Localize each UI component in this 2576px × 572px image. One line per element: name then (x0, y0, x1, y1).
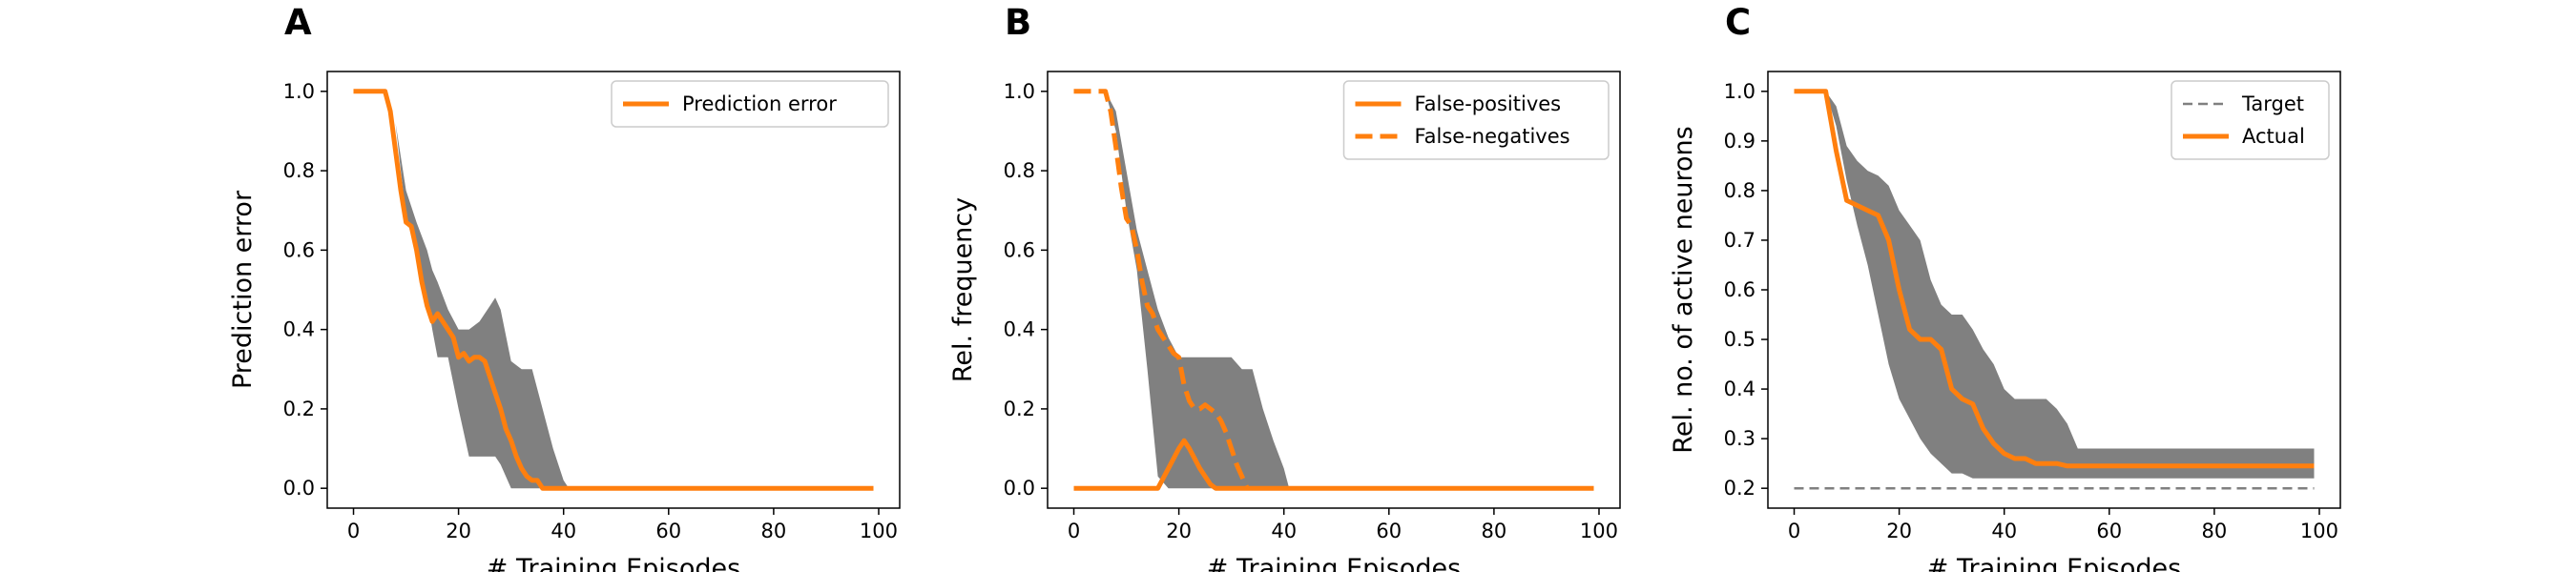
panel-c-ytick-label: 0.6 (1724, 278, 1755, 301)
panel-c-series-1 (1794, 89, 2315, 469)
panel-b-legend-label-1: False-negatives (1415, 125, 1570, 148)
panel-a-xlabel: # Training Episodes (487, 554, 740, 572)
panel-c-label: C (1725, 2, 1751, 43)
panel-a-legend (611, 80, 889, 128)
panel-c-ytick-label: 0.2 (1724, 477, 1755, 500)
panel-b-series-0 (1073, 438, 1594, 491)
panel-c-xtick-label: 20 (1886, 520, 1912, 542)
panel-b (1073, 89, 1594, 491)
panel-c-ytick-label: 0.5 (1724, 328, 1755, 351)
panel-a-frame (326, 71, 901, 509)
panel-b-xtick-label: 0 (1068, 520, 1080, 542)
panel-b-legend-label-0: False-positives (1415, 92, 1562, 115)
panel-c-xtick-label: 0 (1788, 520, 1800, 542)
panel-c-xlabel: # Training Episodes (1927, 554, 2181, 572)
panel-a-xtick-label: 80 (761, 520, 787, 542)
panel-a (353, 89, 874, 491)
panel-a-ytick-label: 0.2 (283, 398, 315, 420)
panel-c-xtick-label: 80 (2202, 520, 2228, 542)
panel-c-xtick-label: 60 (2096, 520, 2122, 542)
panel-c-legend-label-1: Actual (2242, 125, 2305, 148)
panel-b-label: B (1005, 2, 1031, 43)
panel-a-band (353, 91, 874, 489)
panel-a-xtick-label: 100 (860, 520, 898, 542)
panel-a-xtick-label: 60 (655, 520, 681, 542)
panel-b-ytick-label: 0.0 (1004, 477, 1035, 500)
panel-b-xtick-label: 80 (1482, 520, 1507, 542)
panel-c-ytick-label: 1.0 (1724, 80, 1755, 103)
panel-c-legend (2171, 80, 2330, 160)
panel-c-xtick-label: 40 (1991, 520, 2017, 542)
panel-c-band (1794, 91, 2315, 479)
panel-a-xtick-label: 40 (551, 520, 576, 542)
panel-c (1794, 89, 2315, 490)
panel-b-series-1 (1073, 89, 1250, 490)
panel-a-ytick-label: 0.8 (283, 159, 315, 182)
panel-b-ylabel: Rel. frequency (948, 197, 978, 382)
panel-c-ylabel: Rel. no. of active neurons (1669, 126, 1698, 453)
panel-b-ytick-label: 0.2 (1004, 398, 1035, 420)
panel-a-ylabel: Prediction error (228, 190, 258, 389)
panel-a-ytick-label: 0.4 (283, 318, 315, 341)
panel-c-xtick-label: 100 (2300, 520, 2338, 542)
panel-b-ytick-label: 0.4 (1004, 318, 1035, 341)
panel-b-legend (1342, 80, 1610, 160)
panel-b-xtick-label: 20 (1166, 520, 1192, 542)
panel-a-ytick-label: 1.0 (283, 80, 315, 103)
panel-c-ytick-label: 0.7 (1724, 229, 1755, 252)
panel-b-xtick-label: 100 (1580, 520, 1618, 542)
panel-c-ytick-label: 0.9 (1724, 130, 1755, 153)
panel-a-xtick-label: 20 (446, 520, 471, 542)
panel-c-ytick-label: 0.8 (1724, 179, 1755, 202)
panel-a-xtick-label: 0 (347, 520, 360, 542)
panel-b-ytick-label: 0.6 (1004, 238, 1035, 261)
panel-c-ytick-label: 0.3 (1724, 427, 1755, 450)
panel-b-xtick-label: 60 (1376, 520, 1402, 542)
panel-a-series-0 (353, 89, 874, 491)
panel-b-frame (1047, 71, 1621, 509)
panel-b-ytick-label: 0.8 (1004, 159, 1035, 182)
panel-b-xtick-label: 40 (1271, 520, 1297, 542)
panel-a-legend-label-0: Prediction error (682, 92, 837, 115)
panel-a-label: A (284, 2, 312, 43)
panel-a-ytick-label: 0.6 (283, 238, 315, 261)
panel-b-xlabel: # Training Episodes (1207, 554, 1461, 572)
panel-a-ytick-label: 0.0 (283, 477, 315, 500)
panel-c-ytick-label: 0.4 (1724, 378, 1755, 400)
panel-b-ytick-label: 1.0 (1004, 80, 1035, 103)
panel-b-band (1073, 91, 1594, 489)
panel-c-legend-label-0: Target (2241, 92, 2304, 115)
